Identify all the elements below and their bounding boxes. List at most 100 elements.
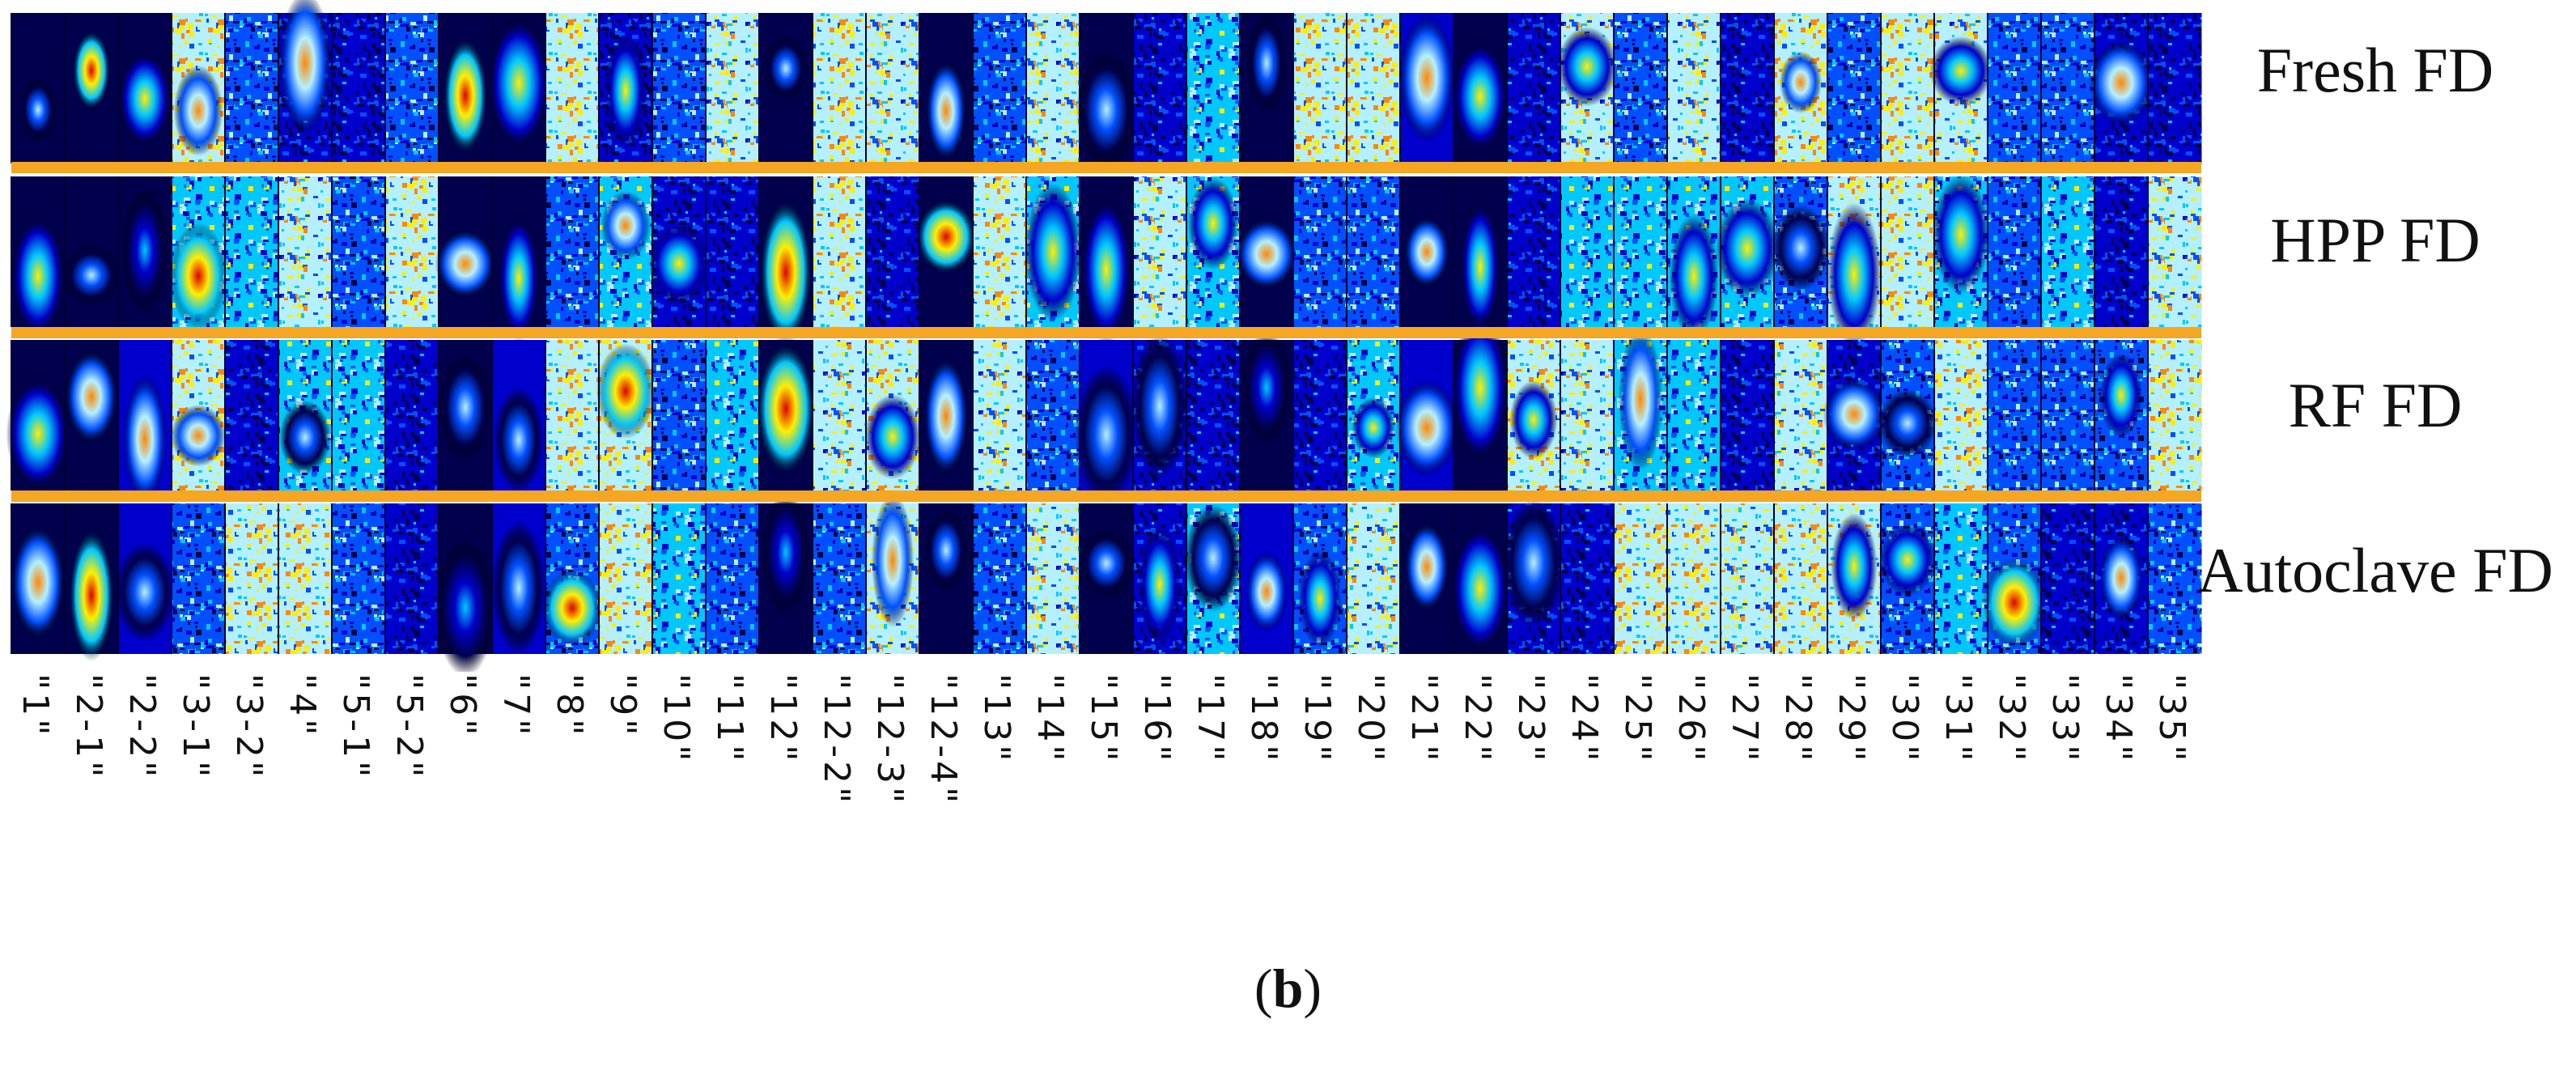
heatmap-cell	[972, 176, 1027, 327]
heatmap-cell	[1613, 327, 1668, 490]
heatmap-cell	[1560, 176, 1615, 327]
heatmap-cell	[1184, 503, 1242, 654]
heatmap-cell	[1773, 340, 1828, 490]
heatmap-cell	[2040, 503, 2095, 654]
heatmap-cell	[2040, 13, 2095, 163]
heatmap-cell	[1982, 503, 2047, 654]
column-label: "9"	[602, 673, 643, 739]
panel-label: (b)	[1254, 957, 1322, 1019]
column-label: "16"	[1136, 673, 1178, 765]
column-label: "29"	[1831, 673, 1872, 765]
column-label: "14"	[1029, 673, 1071, 765]
column-label: "12-3"	[869, 673, 910, 807]
heatmap-cell	[972, 13, 1027, 163]
heatmap-cell	[545, 340, 600, 490]
heatmap-cell	[1239, 503, 1294, 654]
heatmap-cell	[435, 503, 495, 672]
heatmap-cell	[117, 176, 172, 327]
heatmap-cell	[812, 13, 867, 163]
heatmap-cell	[1292, 340, 1347, 490]
heatmap-cell	[545, 176, 600, 327]
heatmap-cell	[278, 0, 333, 163]
heatmap-cell	[1399, 176, 1454, 327]
heatmap-cell	[1987, 176, 2042, 327]
heatmap-cell	[438, 340, 493, 490]
heatmap-cell	[224, 340, 279, 490]
heatmap-cell	[1346, 340, 1401, 490]
column-label: "6"	[442, 673, 483, 739]
heatmap-cell	[2147, 13, 2202, 163]
column-label: "35"	[2151, 673, 2192, 765]
heatmap-cell	[1878, 503, 1937, 654]
heatmap-cell	[169, 176, 227, 329]
heatmap-cell	[117, 13, 172, 163]
heatmap-cell	[1666, 176, 1721, 339]
heatmap-cell	[758, 176, 813, 346]
column-label: "3-1"	[175, 673, 216, 781]
column-label: "4"	[282, 673, 323, 739]
heatmap-cell	[1506, 176, 1561, 327]
column-label: "12-2"	[816, 673, 857, 807]
heatmap-cell	[64, 340, 119, 490]
column-label: "34"	[2098, 673, 2139, 765]
heatmap-cell	[487, 13, 550, 163]
heatmap-cell	[1933, 340, 1988, 490]
heatmap-cell	[1025, 13, 1080, 163]
row-label-hpp-fd: HPP FD	[2270, 205, 2481, 275]
heatmap-cell	[1880, 176, 1935, 327]
heatmap-cell	[6, 340, 70, 491]
heatmap-cell	[2040, 176, 2095, 327]
heatmap-cell	[1880, 13, 1935, 163]
column-label: "7"	[495, 673, 537, 739]
column-label: "25"	[1617, 673, 1658, 765]
heatmap-cell	[1720, 340, 1775, 490]
heatmap-cell	[545, 13, 600, 163]
heatmap-cell	[865, 13, 920, 163]
column-label: "1"	[15, 673, 56, 739]
column-label: "21"	[1403, 673, 1445, 765]
heatmap-cell	[1024, 176, 1082, 327]
heatmap-cell	[11, 503, 66, 654]
heatmap-cell	[865, 176, 920, 327]
heatmap-cell	[1346, 176, 1401, 327]
column-label: "12-4"	[923, 673, 964, 807]
heatmap-cell	[915, 176, 977, 327]
heatmap-cell	[278, 340, 333, 490]
column-label: "19"	[1296, 673, 1338, 765]
heatmap-cell	[1932, 175, 1990, 327]
heatmap-cell	[2147, 340, 2202, 490]
column-label: "2-1"	[68, 673, 109, 781]
heatmap-cell	[756, 340, 816, 490]
heatmap-cell	[1506, 13, 1561, 163]
column-label: "20"	[1350, 673, 1391, 765]
heatmap-cell	[1075, 340, 1138, 504]
column-label: "28"	[1777, 673, 1818, 765]
column-label: "24"	[1564, 673, 1605, 765]
heatmap-cell	[491, 340, 546, 493]
heatmap-cell	[64, 13, 119, 163]
column-label: "5-2"	[388, 673, 430, 781]
column-label: "23"	[1510, 673, 1551, 765]
heatmap-cell	[2089, 13, 2154, 163]
heatmap-cell	[972, 340, 1027, 490]
heatmap-cell	[1613, 503, 1668, 654]
column-label: "3-2"	[228, 673, 269, 781]
heatmap-cell	[651, 13, 707, 163]
column-label: "17"	[1190, 673, 1231, 765]
heatmap-cell	[1772, 176, 1830, 327]
column-label: "32"	[1991, 673, 2032, 765]
heatmap-cell	[812, 503, 867, 654]
heatmap-cell	[598, 13, 653, 163]
heatmap-cell	[651, 503, 707, 654]
heatmap-cell	[1666, 340, 1721, 490]
column-label: "10"	[656, 673, 697, 765]
heatmap-svg	[6, 0, 2202, 672]
heatmap-cell	[919, 13, 974, 163]
heatmap-cell	[1292, 503, 1347, 654]
heatmap-cell	[1827, 176, 1882, 347]
column-label: "12"	[762, 673, 804, 765]
heatmap-cell	[1346, 13, 1401, 163]
row-label-autoclave-fd: Autoclave FD	[2197, 535, 2553, 605]
heatmap-cell	[1613, 13, 1668, 163]
